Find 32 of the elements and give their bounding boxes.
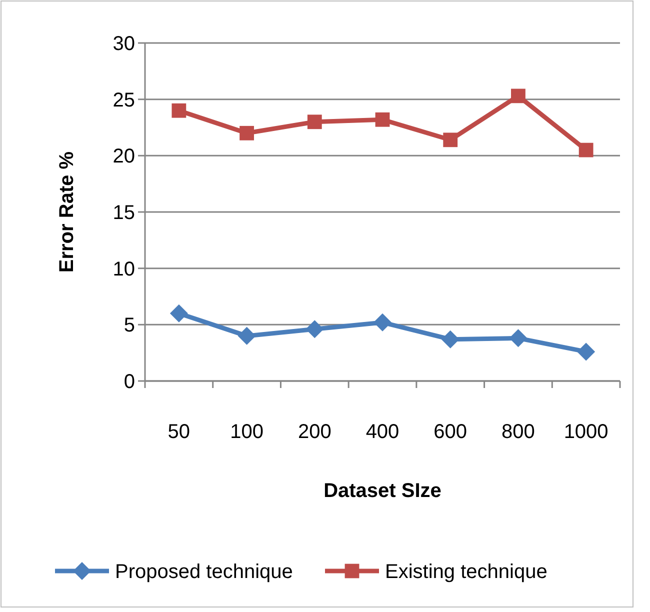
point: [374, 313, 392, 332]
y-axis-title: Error Rate %: [56, 151, 78, 273]
legend-label: Existing technique: [385, 561, 548, 583]
x-tick-label: 600: [434, 421, 468, 443]
point: [577, 342, 596, 361]
point: [578, 142, 594, 158]
point: [306, 320, 324, 338]
x-axis-title: Dataset SIze: [324, 480, 442, 502]
y-tick-label: 20: [112, 146, 135, 168]
x-tick-label: 50: [168, 421, 190, 443]
x-tick-label: 400: [366, 421, 400, 443]
x-tick-label: 200: [298, 421, 332, 443]
point: [172, 103, 186, 118]
y-tick-label: 25: [112, 89, 135, 112]
x-tick-label: 800: [502, 421, 535, 443]
y-tick-label: 15: [112, 202, 135, 224]
y-tick-label: 10: [112, 258, 135, 280]
point: [170, 304, 188, 322]
x-tick-label: 1000: [564, 421, 608, 443]
y-tick-label: 30: [112, 33, 135, 55]
point: [443, 132, 458, 148]
point: [441, 330, 460, 348]
point: [240, 126, 254, 140]
x-tick-label: 100: [230, 421, 264, 443]
y-tick-label: 0: [124, 371, 135, 393]
point: [511, 88, 526, 104]
point: [509, 329, 528, 348]
y-tick-label: 5: [124, 314, 135, 337]
point: [307, 114, 322, 130]
legend-label: Proposed technique: [115, 561, 293, 583]
point: [238, 326, 256, 345]
point: [375, 112, 390, 127]
